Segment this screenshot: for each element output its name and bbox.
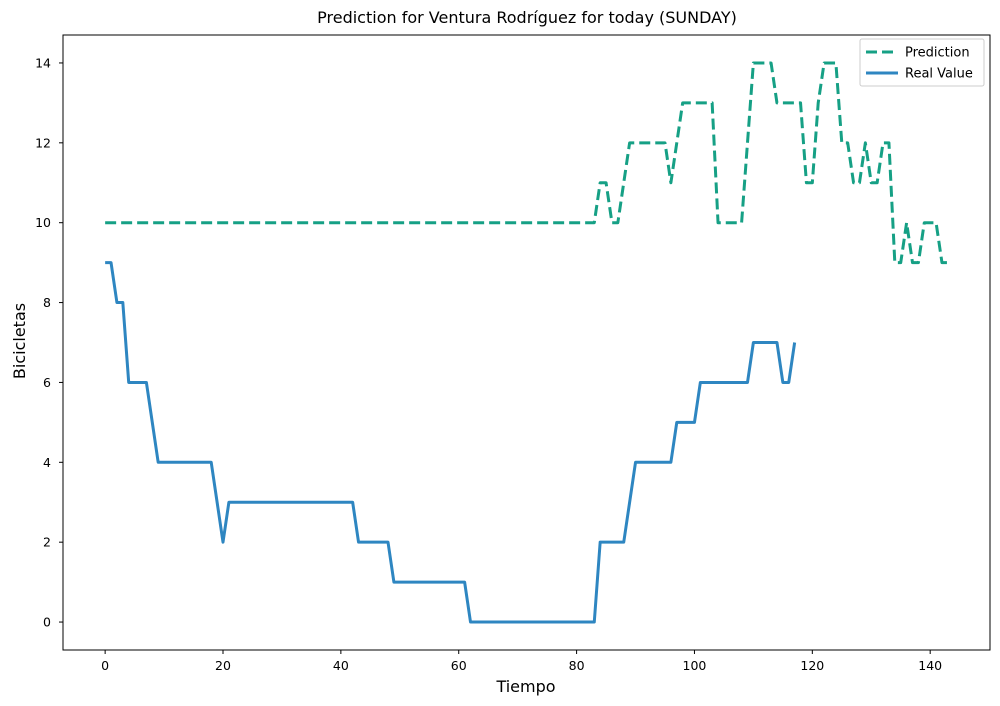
x-tick-label: 20 xyxy=(215,658,231,673)
y-tick-label: 6 xyxy=(43,375,51,390)
legend-label: Prediction xyxy=(905,46,970,61)
plot-area xyxy=(105,61,948,624)
y-axis: 0 2 4 6 8 10 12 14 xyxy=(35,55,63,630)
y-tick-label: 4 xyxy=(43,455,51,470)
y-axis-title: Bicicletas xyxy=(10,303,29,379)
x-tick-label: 140 xyxy=(918,658,942,673)
series-real-value xyxy=(105,261,797,624)
legend-label: Real Value xyxy=(905,67,973,82)
plot-frame xyxy=(62,34,991,651)
y-tick-label: 14 xyxy=(35,55,51,70)
y-tick-label: 8 xyxy=(43,295,51,310)
y-tick-label: 10 xyxy=(35,215,51,230)
x-axis-title: Tiempo xyxy=(495,677,555,696)
x-tick-label: 60 xyxy=(451,658,467,673)
x-axis: 0 20 40 60 80 100 120 140 xyxy=(101,650,942,673)
y-tick-label: 2 xyxy=(43,535,51,550)
y-tick-label: 12 xyxy=(35,135,51,150)
series-line-real-value xyxy=(105,261,797,624)
y-tick-label: 0 xyxy=(43,615,51,630)
x-tick-label: 80 xyxy=(569,658,585,673)
series-line-prediction xyxy=(105,61,948,265)
x-tick-label: 120 xyxy=(800,658,824,673)
x-tick-label: 100 xyxy=(683,658,707,673)
x-tick-label: 40 xyxy=(333,658,349,673)
series-prediction xyxy=(105,61,948,265)
legend: Prediction Real Value xyxy=(859,38,985,87)
chart-title: Prediction for Ventura Rodríguez for tod… xyxy=(317,8,737,27)
x-tick-label: 0 xyxy=(101,658,109,673)
